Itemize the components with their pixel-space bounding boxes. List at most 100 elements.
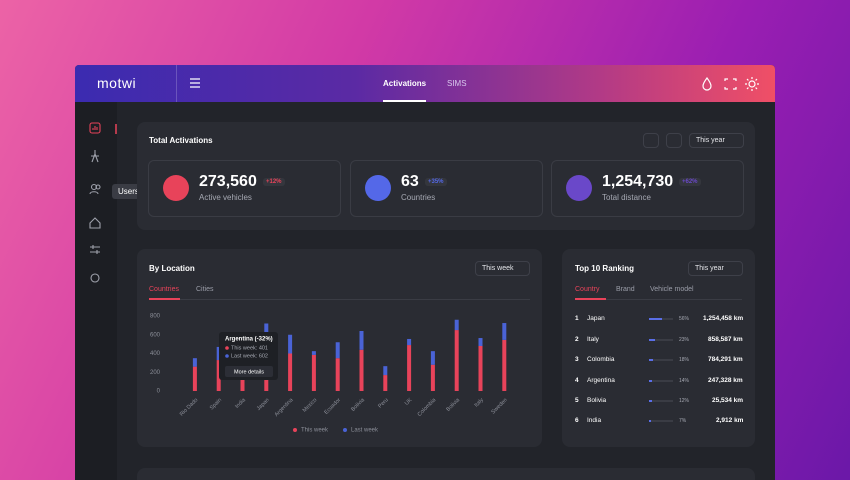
- download-button[interactable]: [666, 133, 682, 148]
- bar-segment: [430, 351, 435, 365]
- bar-segment: [478, 338, 483, 346]
- tooltip-marker: [225, 354, 229, 358]
- top-icons: [702, 77, 759, 91]
- rank: 6: [575, 417, 579, 424]
- country: Argentina: [587, 377, 615, 384]
- nav-tab[interactable]: Activations: [383, 79, 427, 88]
- country: Japan: [587, 315, 605, 322]
- period-dropdown[interactable]: This week: [475, 261, 530, 276]
- legend-marker: [293, 428, 297, 432]
- bottom-card: [137, 468, 755, 480]
- stat-value: 273,560: [199, 173, 257, 190]
- rank: 3: [575, 356, 579, 363]
- distance: 858,587 km: [708, 336, 743, 343]
- tooltip-line: This week: 401: [231, 345, 268, 351]
- stat-box: [551, 160, 744, 217]
- tab[interactable]: Brand: [616, 286, 635, 293]
- stat-icon: [365, 175, 391, 201]
- bar-segment: [288, 353, 293, 391]
- period-dropdown[interactable]: This year: [689, 133, 744, 148]
- stat-change: +12%: [263, 178, 285, 186]
- rank: 2: [575, 336, 579, 343]
- stat-change: +62%: [679, 178, 701, 186]
- active-tab-underline: [149, 298, 180, 300]
- bar-segment: [216, 346, 221, 361]
- share-bar: [649, 380, 653, 382]
- tooltip-button-label: More details: [234, 369, 264, 375]
- tab[interactable]: Vehicle model: [650, 286, 694, 293]
- tab[interactable]: Cities: [196, 286, 214, 293]
- share-label: 14%: [679, 378, 690, 384]
- stat-value: 63: [401, 173, 419, 190]
- rank: 4: [575, 377, 579, 384]
- logo[interactable]: motwi: [97, 75, 137, 91]
- ranking-card: [562, 249, 755, 447]
- x-tick-label: Rio Dado: [179, 397, 199, 417]
- share-bar: [649, 400, 652, 402]
- tab[interactable]: Country: [575, 286, 600, 293]
- share-button[interactable]: [643, 133, 659, 148]
- bar-segment: [240, 379, 245, 391]
- country: India: [587, 417, 602, 424]
- rank: 1: [575, 315, 579, 322]
- bar-segment: [335, 342, 340, 359]
- nav-settings[interactable]: [90, 273, 100, 283]
- bar-segment: [430, 364, 435, 391]
- stat-box: [148, 160, 341, 217]
- distance: 247,328 km: [708, 377, 743, 384]
- menu-button[interactable]: [189, 78, 201, 88]
- nav-dashboard[interactable]: [89, 122, 101, 134]
- total-activations-card: [137, 122, 755, 230]
- bar-segment: [454, 319, 459, 331]
- active-tab-indicator: [383, 100, 426, 102]
- stat-label: Countries: [401, 193, 436, 202]
- card-title: Total Activations: [149, 136, 213, 145]
- tooltip-marker: [225, 346, 229, 350]
- y-tick-label: 800: [150, 314, 161, 320]
- bar-segment: [192, 366, 197, 391]
- y-tick-label: 0: [157, 389, 161, 395]
- legend-label: Last week: [351, 428, 379, 434]
- nav-settings-sliders[interactable]: [90, 245, 100, 254]
- tooltip-button[interactable]: [225, 366, 273, 377]
- bar-segment: [216, 360, 221, 391]
- bar-segment: [288, 334, 293, 354]
- x-tick-label: Sweden: [490, 397, 508, 415]
- active-tab-underline: [575, 298, 606, 300]
- drop-icon[interactable]: [702, 77, 712, 91]
- y-tick-label: 200: [150, 370, 161, 376]
- theme-icon[interactable]: [745, 77, 759, 91]
- stat-label: Total distance: [602, 193, 651, 202]
- share-bar: [649, 339, 655, 341]
- rank: 5: [575, 397, 579, 404]
- bar-segment: [192, 358, 197, 367]
- bar-segment: [264, 323, 269, 333]
- bar-segment: [311, 354, 316, 391]
- nav-vehicles[interactable]: [91, 150, 99, 163]
- x-tick-label: Japan: [256, 397, 271, 412]
- x-tick-label: India: [234, 397, 247, 410]
- share-track: [649, 400, 673, 402]
- nav-home[interactable]: [89, 217, 101, 229]
- bar-segment: [502, 339, 507, 391]
- x-tick-label: Colombia: [417, 397, 438, 418]
- y-tick-label: 600: [150, 332, 161, 338]
- fullscreen-icon[interactable]: [724, 78, 737, 90]
- sidebar: [75, 102, 117, 480]
- x-tick-label: Bolivia: [445, 397, 461, 413]
- sidebar-icons: [89, 122, 117, 283]
- bar-segment: [407, 338, 412, 346]
- x-tick-label: Argentina: [274, 397, 296, 419]
- stat-icon: [566, 175, 592, 201]
- nav-users[interactable]: [89, 183, 101, 195]
- stat-label: Active vehicles: [199, 193, 252, 202]
- share-track: [649, 420, 673, 422]
- nav-tab[interactable]: SIMS: [447, 79, 467, 88]
- share-bar: [649, 318, 663, 320]
- tooltip-title: Argentina (-32%): [225, 337, 273, 343]
- tab[interactable]: Countries: [149, 286, 179, 293]
- share-label: 23%: [679, 337, 690, 343]
- share-bar: [649, 420, 651, 422]
- period-dropdown[interactable]: This year: [688, 261, 743, 276]
